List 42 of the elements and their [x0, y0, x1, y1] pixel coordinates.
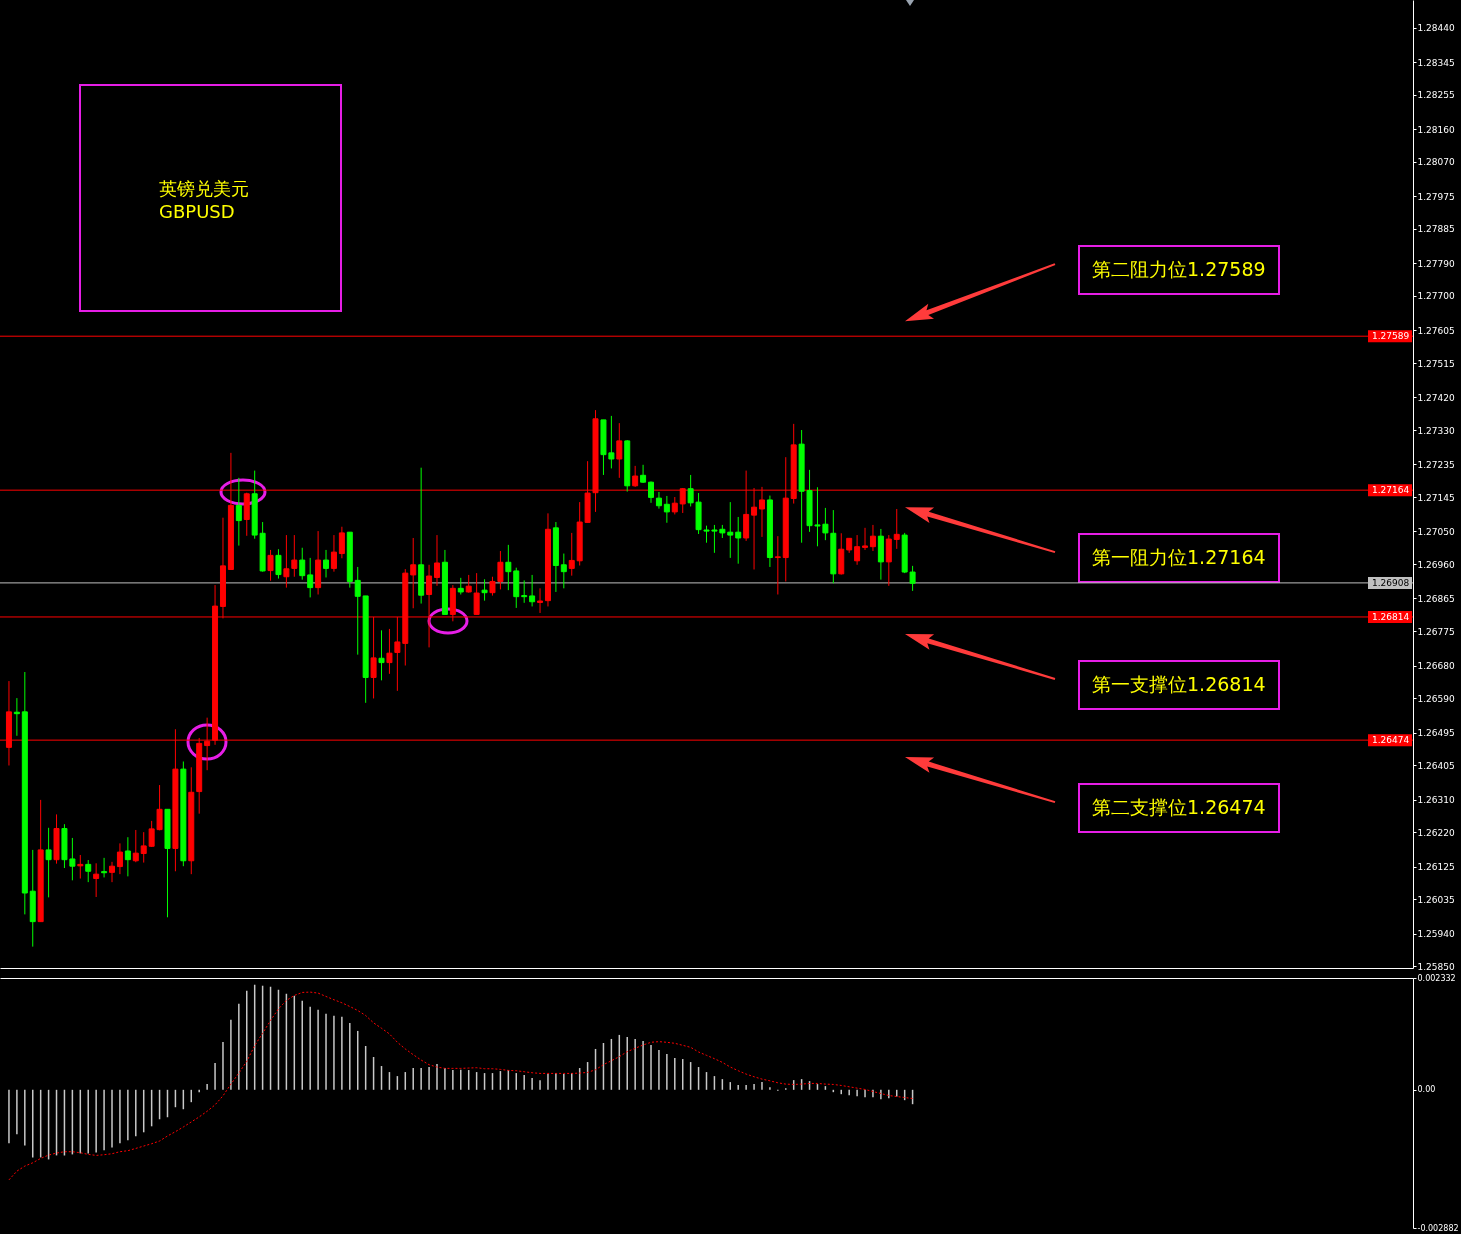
y-tick-label: 1.27605	[1417, 325, 1455, 336]
ref-line-label: 1.26474	[1372, 735, 1410, 746]
y-tick-label: 1.27975	[1417, 191, 1455, 202]
y-tick-label: 1.27420	[1417, 392, 1455, 403]
y-tick-label: 1.27515	[1417, 358, 1455, 369]
y-tick-label: 1.26220	[1417, 827, 1455, 838]
label-box: 英镑兑美元 GBPUSD	[79, 84, 342, 312]
y-tick-label: 1.27790	[1417, 258, 1455, 269]
y-tick-label: 1.28255	[1417, 90, 1455, 101]
y-tick-label: 1.27885	[1417, 224, 1455, 235]
y-tick-label: 1.25940	[1417, 929, 1455, 940]
label-box: 第一支撑位1.26814	[1078, 659, 1280, 710]
ref-line-label: 1.26908	[1372, 577, 1410, 588]
y-tick-label: 1.27700	[1417, 291, 1455, 302]
y-tick-label: 1.26310	[1417, 795, 1455, 806]
y-tick-label: 1.28070	[1417, 157, 1455, 168]
y-tick-label: 1.26125	[1417, 862, 1455, 873]
y-tick-label: 1.26035	[1417, 894, 1455, 905]
y-tick-label: 0.002332	[1417, 973, 1456, 983]
y-tick-label: 1.27235	[1417, 459, 1455, 470]
ref-line-label: 1.27589	[1372, 331, 1410, 342]
y-tick-label: 1.26775	[1417, 626, 1455, 637]
y-tick-label: -0.002882	[1417, 1223, 1459, 1233]
y-tick-label: 1.27050	[1417, 526, 1455, 537]
y-tick-label: 1.25850	[1417, 961, 1455, 972]
y-tick-label: 1.26960	[1417, 559, 1455, 570]
y-tick-label: 1.26680	[1417, 661, 1455, 671]
y-tick-label: 1.26865	[1417, 593, 1455, 604]
y-tick-label: 1.27145	[1417, 492, 1455, 503]
ref-line-label: 1.26814	[1372, 611, 1410, 622]
y-tick-label: 1.28345	[1417, 57, 1455, 68]
y-tick-label: 0.00	[1417, 1085, 1436, 1095]
y-tick-label: 1.26405	[1417, 760, 1455, 771]
ref-line-label: 1.27164	[1372, 485, 1410, 496]
y-tick-label: 1.28440	[1417, 23, 1455, 34]
y-tick-label: 1.26495	[1417, 728, 1455, 739]
y-tick-label: 1.28160	[1417, 124, 1455, 135]
y-tick-label: 1.26590	[1417, 693, 1455, 704]
label-box: 第二支撑位1.26474	[1078, 783, 1280, 834]
label-box: 第二阻力位1.27589	[1078, 245, 1280, 296]
label-box: 第一阻力位1.27164	[1078, 533, 1280, 584]
y-tick-label: 1.27330	[1417, 425, 1455, 436]
